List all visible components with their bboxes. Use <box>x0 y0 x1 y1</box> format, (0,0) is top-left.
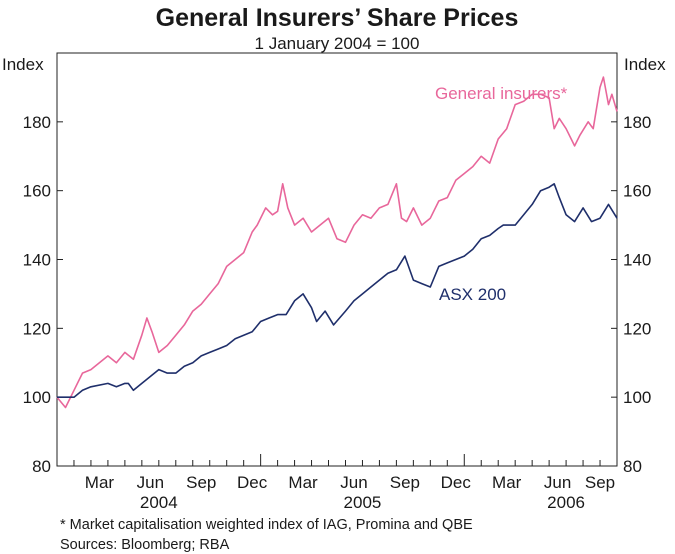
y-tick-label-left: 120 <box>23 319 51 338</box>
x-year-label: 2004 <box>140 493 178 512</box>
y-tick-label-right: 160 <box>623 182 651 201</box>
y-tick-label-left: 100 <box>23 388 51 407</box>
x-tick-label: Mar <box>492 473 522 492</box>
y-tick-label-left: 140 <box>23 251 51 270</box>
x-tick-label: Dec <box>441 473 472 492</box>
chart-subtitle: 1 January 2004 = 100 <box>255 34 420 53</box>
x-year-label: 2005 <box>344 493 382 512</box>
plot-frame <box>56 52 618 467</box>
x-tick-label: Mar <box>85 473 115 492</box>
x-year-label: 2006 <box>547 493 585 512</box>
x-tick-label: Sep <box>585 473 615 492</box>
y-tick-label-left: 180 <box>23 113 51 132</box>
series-asx200 <box>57 183 618 398</box>
y-tick-label-right: 80 <box>623 457 642 476</box>
x-tick-label: Sep <box>186 473 216 492</box>
x-tick-label: Jun <box>137 473 164 492</box>
y-tick-label-right: 140 <box>623 251 651 270</box>
x-tick-label: Jun <box>544 473 571 492</box>
y-tick-label-right: 180 <box>623 113 651 132</box>
y-axis-label-left: Index <box>2 55 44 74</box>
legend-asx200: ASX 200 <box>439 285 506 304</box>
y-tick-label-left: 80 <box>32 457 51 476</box>
x-tick-label: Mar <box>288 473 318 492</box>
sources: Sources: Bloomberg; RBA <box>60 537 230 553</box>
x-tick-label: Sep <box>390 473 420 492</box>
y-tick-label-right: 100 <box>623 388 651 407</box>
x-tick-label: Dec <box>237 473 268 492</box>
series-general-insurers <box>56 76 618 409</box>
y-tick-label-left: 160 <box>23 182 51 201</box>
footnote: * Market capitalisation weighted index o… <box>60 517 473 533</box>
y-axis-label-right: Index <box>624 55 666 74</box>
x-tick-label: Jun <box>340 473 367 492</box>
chart-title: General Insurers’ Share Prices <box>156 4 519 32</box>
legend-general-insurers: General insurers* <box>435 84 568 103</box>
y-tick-label-right: 120 <box>623 319 651 338</box>
